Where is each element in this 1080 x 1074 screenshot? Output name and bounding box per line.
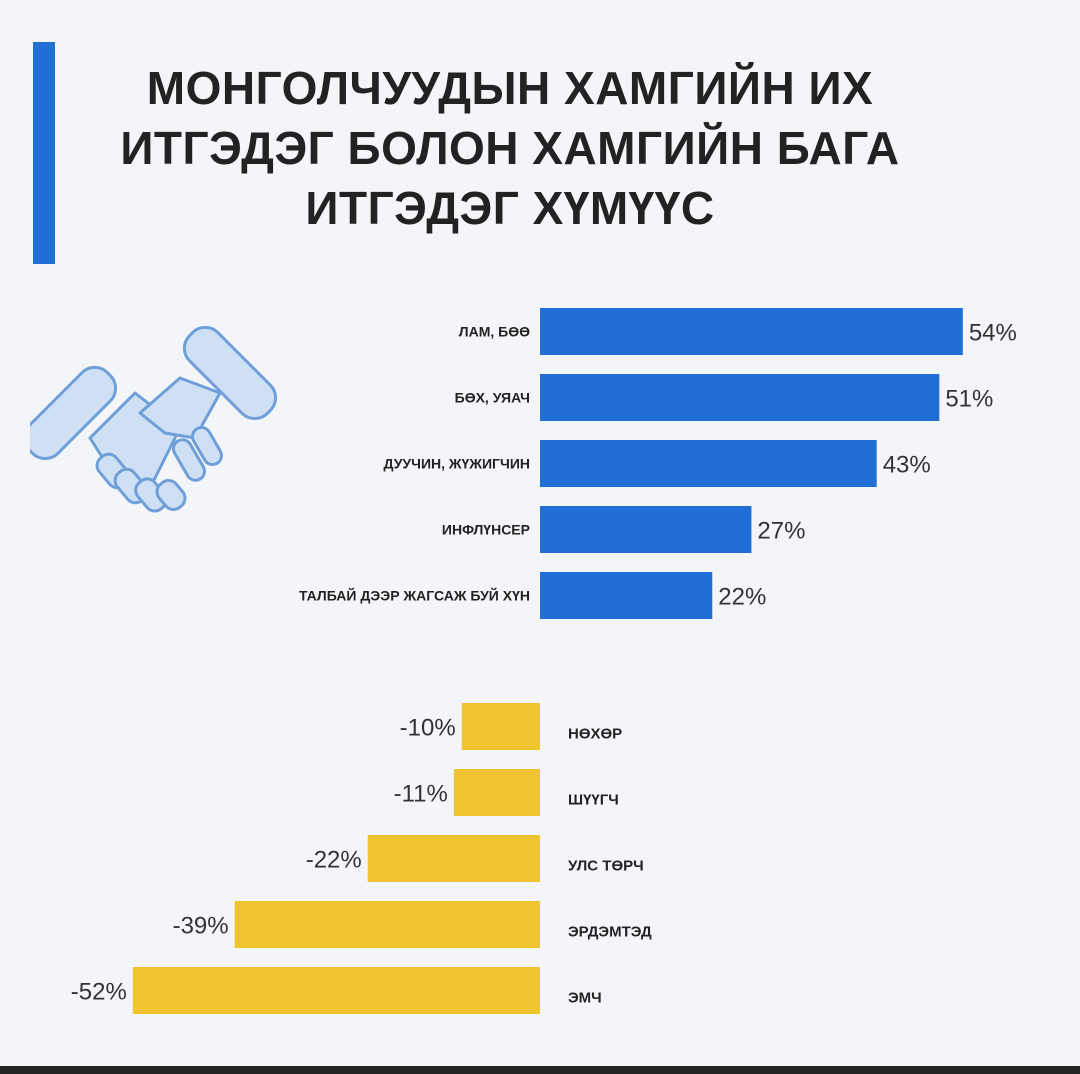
title-line-1: МОНГОЛЧУУДЫН ХАМГИЙН ИХ bbox=[146, 62, 874, 114]
value-label: -39% bbox=[173, 913, 229, 940]
bar-negative bbox=[461, 703, 540, 750]
category-label: ТАЛБАЙ ДЭЭР ЖАГСАЖ БУЙ ХҮН bbox=[299, 587, 530, 604]
bar-positive bbox=[540, 440, 877, 487]
value-label: -11% bbox=[394, 781, 448, 808]
title-line-3: ИТГЭДЭГ ХҮМҮҮС bbox=[305, 182, 715, 234]
value-label: 22% bbox=[718, 584, 766, 611]
bar-negative bbox=[367, 835, 540, 882]
handshake-icon bbox=[22, 318, 280, 533]
category-label: БӨХ, УЯАЧ bbox=[455, 390, 530, 406]
value-label: -10% bbox=[400, 715, 456, 742]
value-label: 51% bbox=[945, 386, 993, 413]
bottom-border bbox=[0, 1066, 1080, 1074]
bar-positive bbox=[540, 506, 752, 553]
bar-negative bbox=[234, 901, 540, 948]
title-line-2: ИТГЭДЭГ БОЛОН ХАМГИЙН БАГА bbox=[120, 122, 900, 174]
value-label: -22% bbox=[306, 847, 362, 874]
accent-bar bbox=[33, 42, 55, 264]
category-label: ИНФЛҮНСЕР bbox=[442, 522, 530, 538]
category-label: НӨХӨР bbox=[568, 726, 622, 743]
bar-negative bbox=[132, 967, 540, 1014]
value-label: 43% bbox=[883, 452, 931, 479]
value-label: 27% bbox=[757, 518, 805, 545]
value-label: 54% bbox=[969, 320, 1017, 347]
bar-positive bbox=[540, 308, 963, 355]
bar-positive bbox=[540, 572, 713, 619]
bar-negative bbox=[453, 769, 540, 816]
value-label: -52% bbox=[71, 979, 127, 1006]
category-label: ЭРДЭМТЭД bbox=[568, 924, 652, 941]
category-label: ЛАМ, БӨӨ bbox=[459, 324, 530, 340]
category-label: ЭМЧ bbox=[568, 990, 602, 1007]
category-label: УЛС ТӨРЧ bbox=[568, 858, 644, 875]
bar-positive bbox=[540, 374, 940, 421]
category-label: ДУУЧИН, ЖҮЖИГЧИН bbox=[384, 456, 530, 472]
chart-title: МОНГОЛЧУУДЫН ХАМГИЙН ИХ ИТГЭДЭГ БОЛОН ХА… bbox=[60, 58, 960, 238]
category-label: ШҮҮГЧ bbox=[568, 792, 619, 809]
